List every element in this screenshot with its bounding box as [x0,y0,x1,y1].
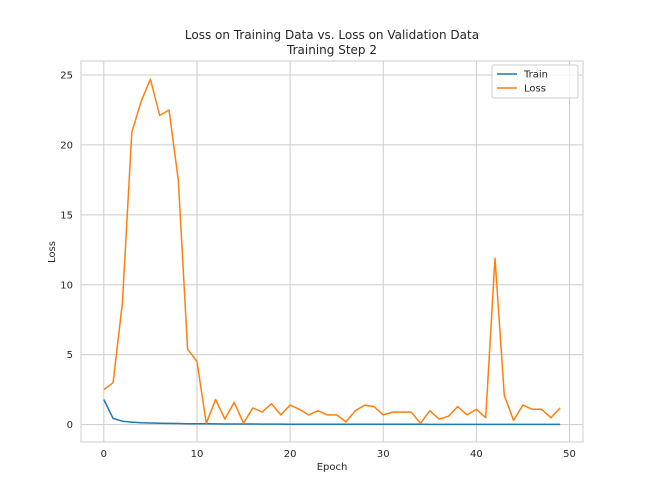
y-tick-label: 15 [60,210,73,221]
x-tick-label: 50 [563,449,576,460]
x-tick-label: 30 [377,449,390,460]
legend-label-train: Train [523,70,548,81]
y-tick-label: 0 [67,420,73,431]
y-tick-label: 25 [60,70,73,81]
x-axis-label: Epoch [317,462,348,473]
x-tick-label: 40 [470,449,483,460]
y-tick-label: 20 [60,140,73,151]
legend-label-loss: Loss [524,84,546,95]
legend: Train Loss [491,64,579,99]
x-tick-label: 10 [191,449,204,460]
x-tick-label: 0 [101,449,107,460]
series-group [103,78,561,426]
y-axis-label: Loss [47,241,58,263]
y-tick-label: 10 [60,280,73,291]
y-tick-label: 5 [67,350,73,361]
tick-labels: 0 10 20 30 40 50 0 5 10 15 20 25 [60,70,576,460]
chart-title: Loss on Training Data vs. Loss on Valida… [185,28,479,42]
plot-area [80,60,584,443]
x-tick-label: 20 [284,449,297,460]
chart-subtitle: Training Step 2 [286,43,377,57]
series-line-loss [103,78,561,425]
series-line-train [103,399,561,426]
grid-lines [81,61,583,442]
